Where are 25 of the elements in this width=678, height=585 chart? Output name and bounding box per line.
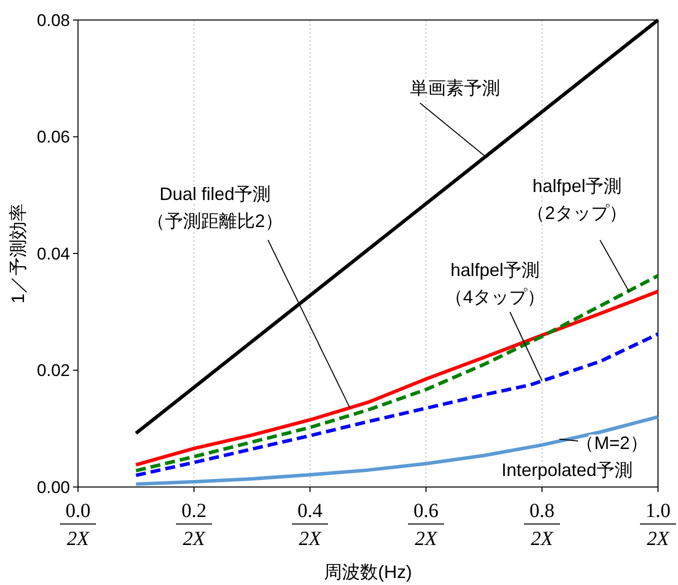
x-tick-label: 1.0 <box>646 500 670 522</box>
x-axis-title: 周波数(Hz) <box>324 562 412 582</box>
x-tick-label: 0.0 <box>66 500 90 522</box>
y-tick-label: 0.06 <box>36 128 70 147</box>
y-tick-label: 0.00 <box>36 478 70 497</box>
line-series <box>134 415 660 486</box>
x-tick-label: 0.6 <box>414 500 438 522</box>
text: 2X <box>646 528 670 550</box>
x-tick-label: 0.2 <box>182 500 206 522</box>
y-tick-label: 0.02 <box>36 361 70 380</box>
text: 2X <box>530 528 554 550</box>
annotation: halfpel予測（2タップ） <box>526 176 628 223</box>
annotation: 単画素予測 <box>410 78 500 98</box>
y-axis-title: 1／予測効率 <box>8 203 28 304</box>
text: 2X <box>298 528 322 550</box>
y-tick-label: 0.04 <box>36 244 70 264</box>
text: 2X <box>66 528 90 550</box>
x-tick-label: 0.4 <box>298 500 322 522</box>
annotation: halfpel予測（4タップ） <box>444 260 546 307</box>
x-tick-label: 0.8 <box>530 500 554 522</box>
text: 2X <box>414 528 438 550</box>
annotation: （M=2）Interpolated予測 <box>501 433 648 480</box>
y-tick-label: 0.08 <box>36 10 70 30</box>
text: 2X <box>182 528 206 550</box>
annotation: Dual filed予測（予測距離比2） <box>146 184 284 231</box>
